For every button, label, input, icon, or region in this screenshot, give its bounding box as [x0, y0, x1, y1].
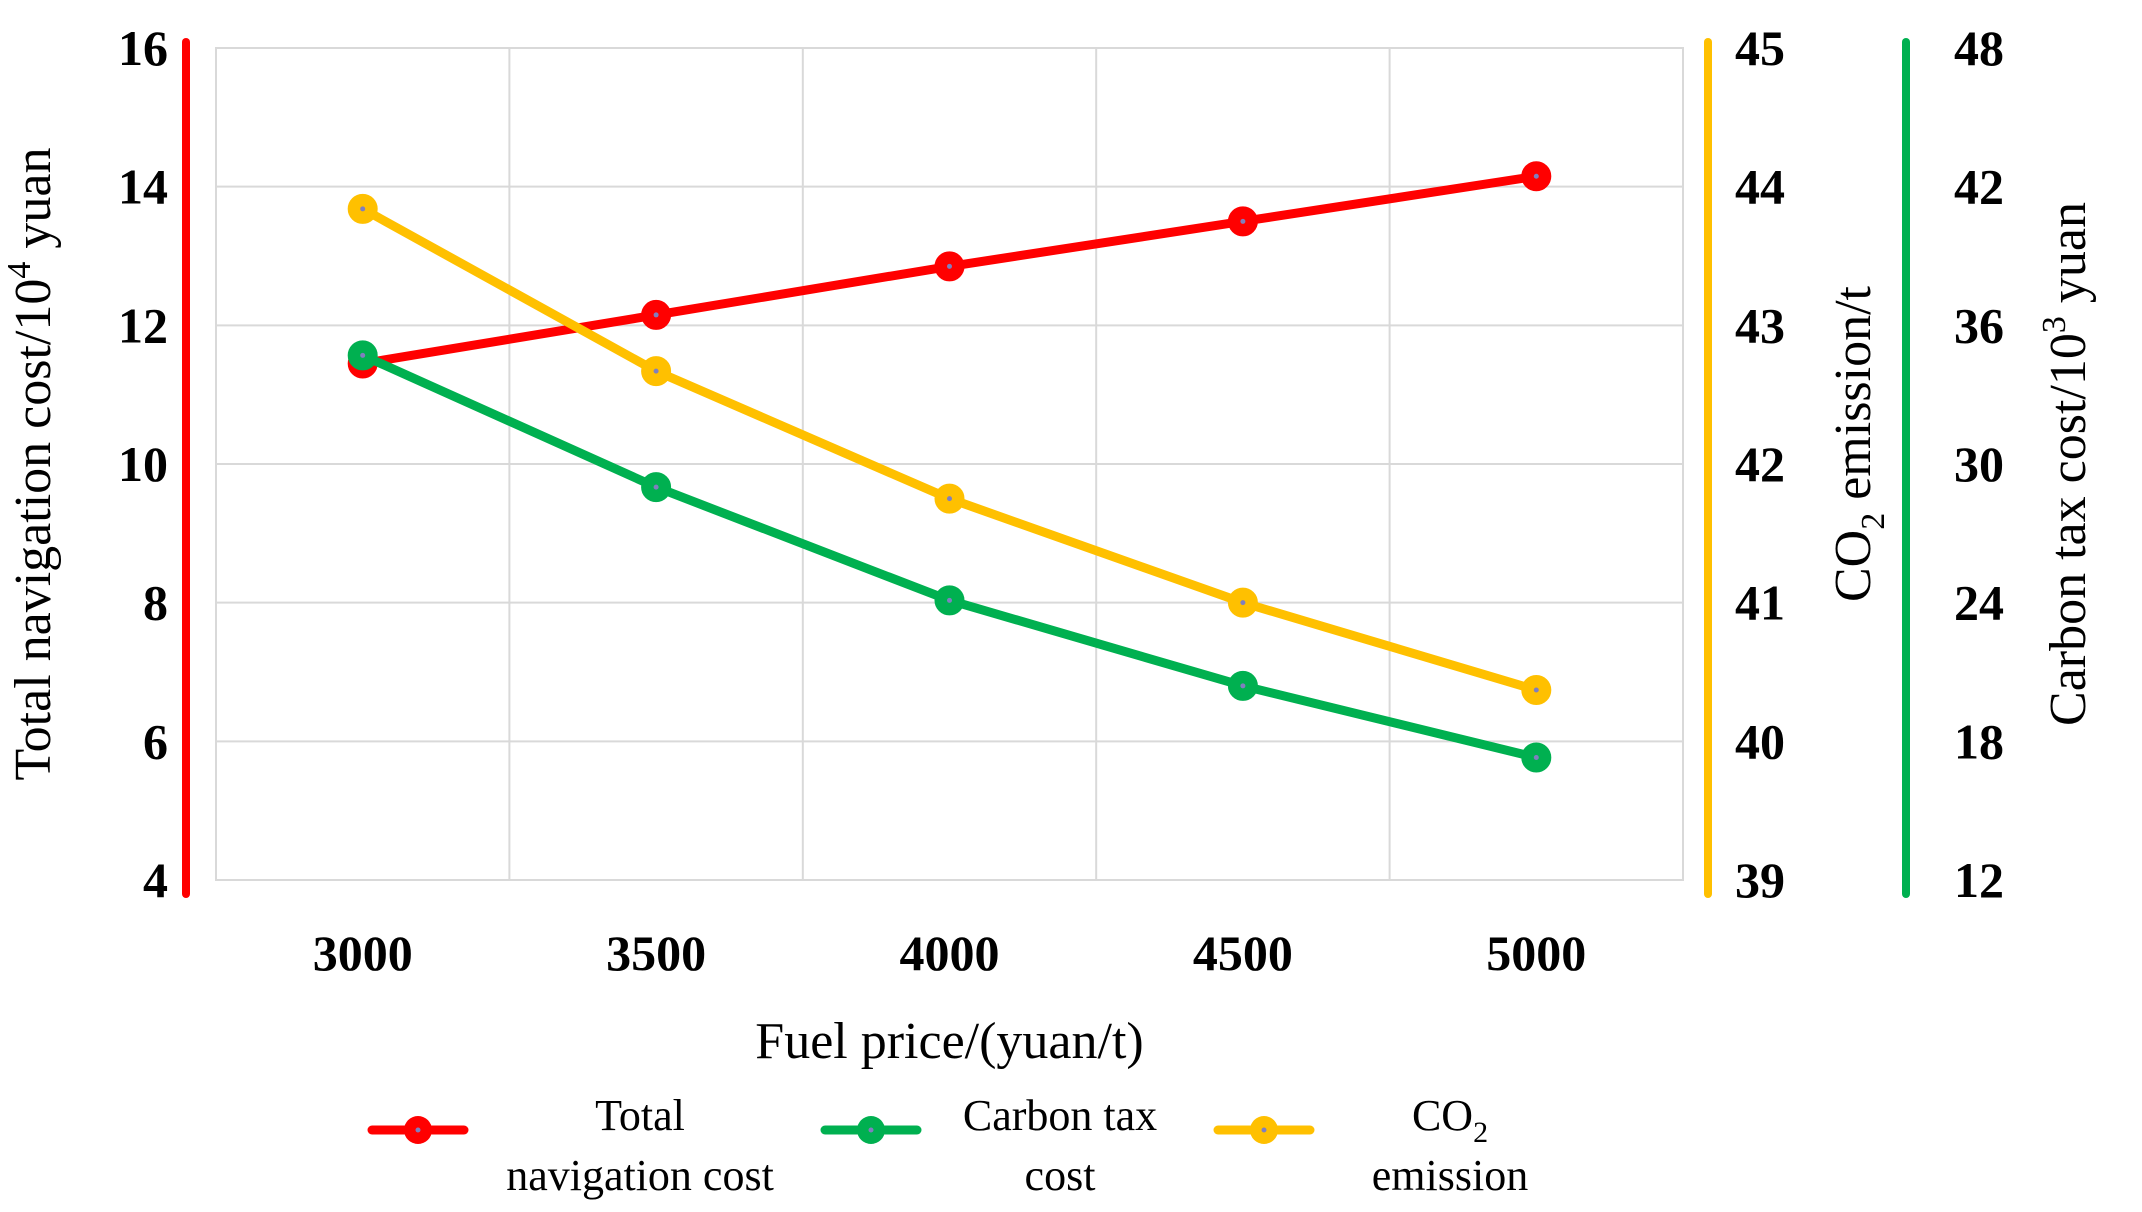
data-point-center	[360, 206, 366, 212]
data-point-center	[653, 368, 659, 374]
data-point-center	[947, 496, 952, 502]
right2-tick-label: 18	[1954, 713, 2004, 769]
legend-item: Carbon tax cost	[820, 1091, 1157, 1200]
left-tick-label: 14	[118, 159, 168, 215]
x-tick-label: 3500	[606, 925, 706, 981]
axis-labels: Fuel price/(yuan/t) Total navigation cost…	[1, 148, 2097, 1070]
right2-tick-label: 36	[1954, 297, 2004, 353]
x-tick-label: 3000	[313, 925, 413, 981]
right2-tick-label: 42	[1954, 159, 2004, 215]
data-point-center	[1533, 755, 1539, 761]
right1-axis-title: CO2 emission/t	[1825, 285, 1892, 602]
right1-tick-label: 42	[1735, 436, 1785, 492]
legend-label-line1: Total	[595, 1091, 685, 1140]
axes: 4 6 8 10 12 14 16 39 40 41 42 43 44 45 12 18 24 30 36 42 48 3…	[118, 20, 2004, 981]
data-point-center	[360, 352, 366, 358]
legend-label-line1: CO2	[1412, 1091, 1488, 1149]
right1-tick-label: 39	[1735, 852, 1785, 908]
data-point-center	[947, 263, 952, 269]
legend-swatch-center	[868, 1127, 874, 1133]
legend-label-line2: navigation cost	[506, 1151, 774, 1200]
right1-tick-label: 40	[1735, 713, 1785, 769]
data-point-center	[1240, 218, 1246, 224]
series	[347, 161, 1552, 773]
x-axis-title: Fuel price/(yuan/t)	[755, 1013, 1143, 1070]
legend-label-line1: Carbon tax	[963, 1091, 1157, 1140]
x-tick-label: 4500	[1193, 925, 1293, 981]
series-line	[360, 351, 1538, 762]
data-point-center	[1533, 173, 1539, 179]
data-point-center	[653, 484, 659, 490]
left-tick-label: 12	[118, 297, 168, 353]
right1-tick-label: 43	[1735, 297, 1785, 353]
x-tick-label: 5000	[1486, 925, 1586, 981]
right2-axis-title: Carbon tax cost/103 yuan	[2036, 202, 2097, 726]
legend: Total navigation cost Carbon tax cost CO2emi…	[367, 1091, 1528, 1200]
data-point-center	[947, 597, 952, 603]
right2-tick-label: 48	[1954, 20, 2004, 76]
right2-tick-label: 30	[1954, 436, 2004, 492]
legend-item: Total navigation cost	[367, 1091, 774, 1200]
legend-label-line2: emission	[1372, 1151, 1528, 1200]
left-axis-title: Total navigation cost/104 yuan	[1, 148, 62, 781]
grid	[215, 47, 1684, 881]
data-point-center	[1240, 600, 1246, 606]
left-tick-label: 6	[143, 713, 168, 769]
left-tick-label: 8	[143, 575, 168, 631]
right1-tick-label: 45	[1735, 20, 1785, 76]
left-tick-label: 16	[118, 20, 168, 76]
data-point-center	[1533, 687, 1539, 693]
left-tick-label: 10	[118, 436, 168, 492]
legend-label-line2: cost	[1025, 1151, 1096, 1200]
legend-swatch-center	[1261, 1127, 1267, 1133]
x-tick-label: 4000	[900, 925, 1000, 981]
legend-swatch-center	[415, 1127, 421, 1133]
data-point-center	[653, 312, 659, 318]
right2-tick-label: 12	[1954, 852, 2004, 908]
right1-tick-label: 44	[1735, 159, 1785, 215]
right2-tick-label: 24	[1954, 575, 2004, 631]
left-tick-label: 4	[143, 852, 168, 908]
right1-tick-label: 41	[1735, 575, 1785, 631]
data-point-center	[1240, 683, 1246, 689]
